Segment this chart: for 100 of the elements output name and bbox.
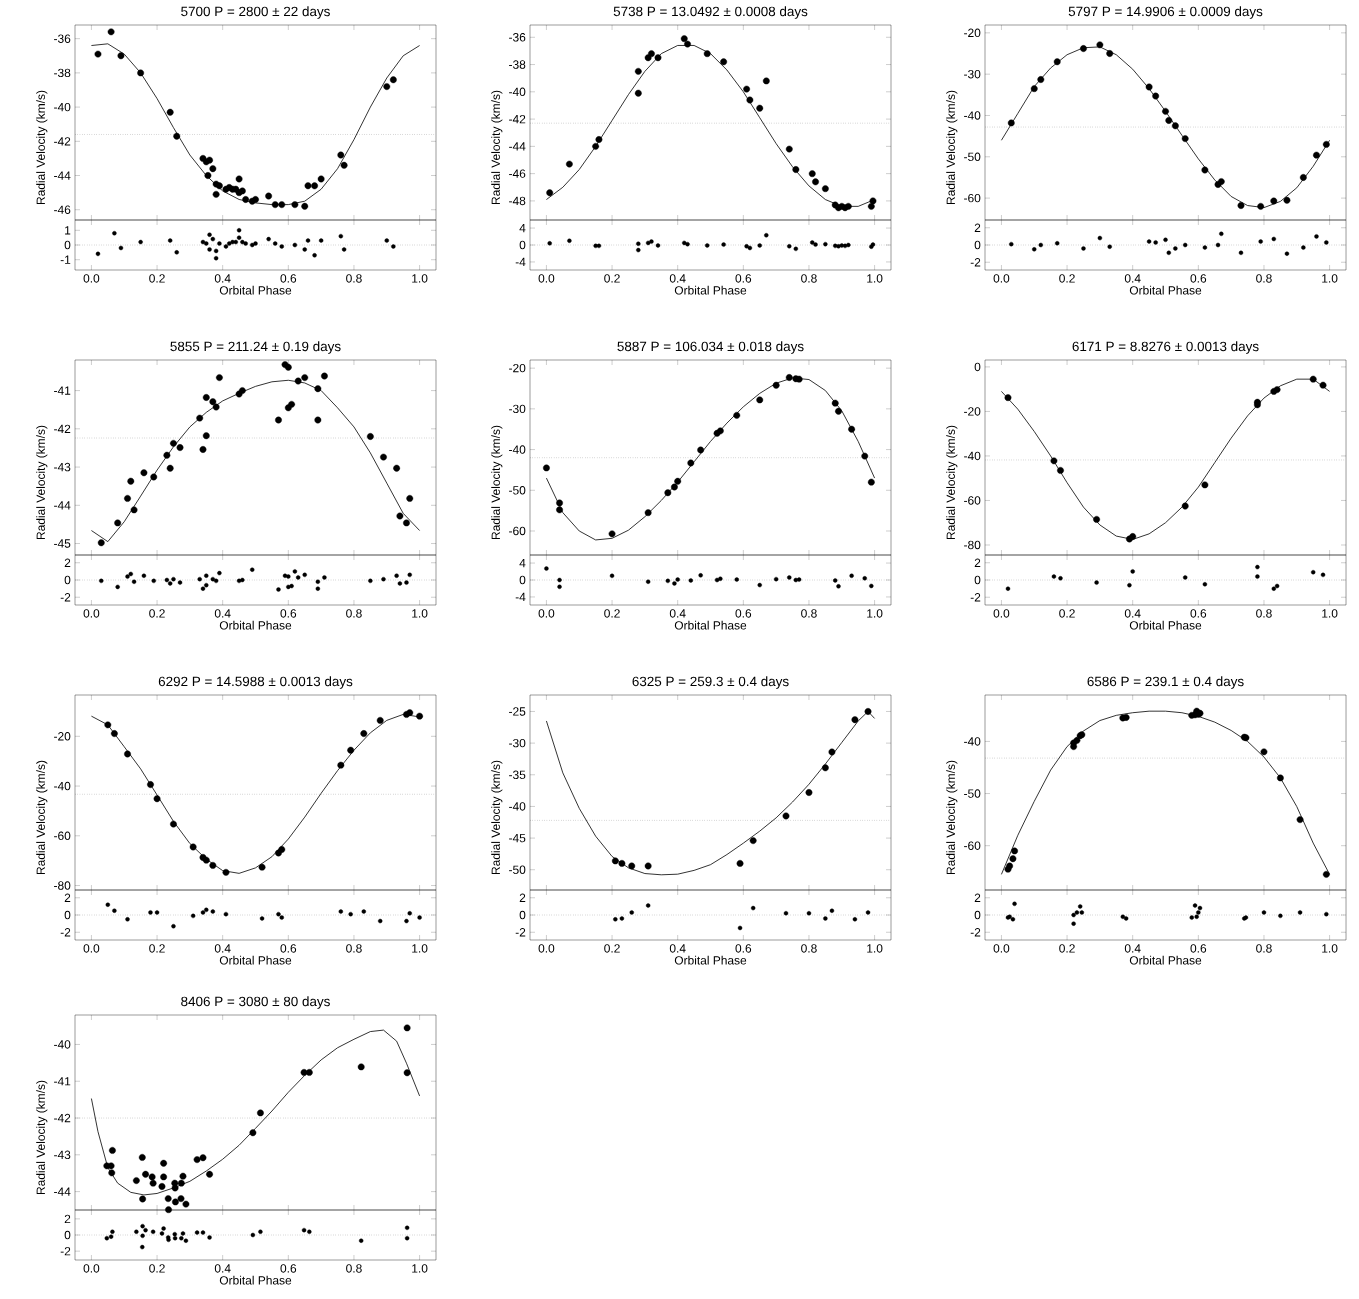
y-tick-label: -46 (509, 169, 526, 178)
x-tick-label: 1.0 (412, 274, 428, 283)
y-tick-label: 0 (519, 575, 526, 585)
x-tick-label: 1.0 (1322, 609, 1338, 618)
x-axis-title: Orbital Phase (674, 620, 747, 630)
y-tick-label: -40 (964, 111, 981, 120)
chart-title: 6292 P = 14.5988 ± 0.0013 days (158, 676, 353, 689)
x-tick-label: 0.4 (214, 274, 231, 283)
x-tick-label: 0.4 (1124, 274, 1141, 283)
y-tick-label: -42 (54, 1113, 71, 1123)
x-tick-label: 0.6 (735, 944, 752, 953)
x-tick-label: 0.0 (993, 944, 1010, 953)
x-tick-label: 0.2 (604, 609, 620, 618)
chart-title: 6171 P = 8.8276 ± 0.0013 days (1072, 341, 1259, 354)
y-axis-title: Radial Velocity (km/s) (36, 425, 48, 539)
chart-title: 5797 P = 14.9906 ± 0.0009 days (1068, 6, 1263, 19)
y-tick-label: -44 (54, 171, 71, 180)
y-axis-title: Radial Velocity (km/s) (491, 90, 503, 204)
y-tick-label: -41 (54, 1077, 71, 1086)
y-tick-label: -40 (509, 87, 526, 97)
y-tick-label: -35 (509, 770, 526, 780)
x-tick-label: 1.0 (412, 944, 428, 953)
y-tick-label: -40 (54, 102, 71, 112)
y-tick-label: -60 (964, 496, 981, 505)
x-tick-label: 0.2 (604, 274, 620, 283)
y-tick-label: -2 (60, 1246, 71, 1256)
y-tick-label: -60 (54, 831, 71, 841)
x-tick-label: 0.6 (280, 274, 297, 283)
y-tick-label: -20 (54, 732, 71, 741)
y-tick-label: -4 (515, 592, 526, 602)
x-axis-title: Orbital Phase (1129, 620, 1202, 630)
y-tick-label: -30 (509, 404, 526, 414)
x-tick-label: 0.2 (149, 274, 165, 283)
x-tick-label: 0.2 (149, 944, 165, 953)
x-tick-label: 0.4 (1124, 944, 1141, 953)
y-axis-title: Radial Velocity (km/s) (36, 1080, 48, 1194)
y-tick-label: 4 (519, 558, 526, 568)
y-tick-label: -42 (54, 424, 71, 433)
x-tick-label: 0.0 (83, 1264, 100, 1273)
x-tick-label: 1.0 (1322, 944, 1338, 953)
y-tick-label: -36 (54, 34, 71, 43)
y-tick-label: 2 (974, 893, 981, 902)
x-tick-label: 0.8 (346, 609, 362, 618)
y-tick-label: -41 (54, 386, 71, 395)
y-tick-label: -46 (54, 205, 71, 214)
chart-title: 6586 P = 239.1 ± 0.4 days (1087, 676, 1244, 689)
y-tick-label: -45 (509, 833, 526, 843)
x-tick-label: 0.4 (669, 274, 686, 283)
x-tick-label: 1.0 (867, 944, 883, 953)
y-tick-label: -80 (964, 540, 981, 550)
x-tick-label: 0.0 (993, 609, 1010, 618)
y-tick-label: -50 (509, 486, 526, 495)
y-tick-label: 0 (64, 240, 71, 250)
y-tick-label: -2 (970, 593, 981, 602)
y-tick-label: -45 (54, 539, 71, 548)
y-tick-label: -50 (964, 152, 981, 162)
x-axis-title: Orbital Phase (219, 620, 292, 630)
y-tick-label: -48 (509, 196, 526, 206)
y-tick-label: -50 (964, 789, 981, 798)
y-tick-label: -43 (54, 462, 71, 472)
x-tick-label: 0.4 (669, 609, 686, 618)
y-tick-label: 4 (519, 223, 526, 233)
x-tick-label: 0.6 (1190, 609, 1207, 618)
chart-title: 5855 P = 211.24 ± 0.19 days (170, 341, 341, 354)
x-tick-label: 0.0 (993, 274, 1010, 283)
x-tick-label: 0.0 (83, 944, 100, 953)
y-tick-label: -20 (509, 363, 526, 373)
y-tick-label: -60 (509, 526, 526, 536)
x-tick-label: 0.8 (346, 1264, 362, 1273)
y-axis-title: Radial Velocity (km/s) (946, 425, 958, 539)
x-tick-label: 0.4 (214, 609, 231, 618)
y-tick-label: -40 (964, 737, 981, 746)
y-axis-title: Radial Velocity (km/s) (36, 90, 48, 204)
x-tick-label: 0.2 (1059, 274, 1075, 283)
x-axis-title: Orbital Phase (1129, 955, 1202, 965)
x-tick-label: 0.6 (1190, 944, 1207, 953)
y-axis-title: Radial Velocity (km/s) (491, 760, 503, 874)
x-tick-label: 1.0 (867, 609, 883, 618)
y-tick-label: -38 (509, 60, 526, 69)
y-tick-label: -40 (54, 1040, 71, 1049)
x-tick-label: 0.6 (1190, 274, 1207, 283)
y-tick-label: -38 (54, 68, 71, 78)
y-tick-label: 2 (64, 893, 71, 902)
x-tick-label: 0.2 (604, 944, 620, 953)
y-tick-label: 0 (519, 240, 526, 250)
x-tick-label: 1.0 (1322, 274, 1338, 283)
y-axis-title: Radial Velocity (km/s) (36, 760, 48, 874)
y-tick-label: 1 (65, 226, 71, 235)
x-tick-label: 1.0 (867, 274, 883, 283)
y-tick-label: -20 (964, 28, 981, 38)
y-tick-label: -25 (509, 707, 526, 716)
x-tick-label: 0.8 (1256, 274, 1272, 283)
y-tick-label: -36 (509, 33, 526, 42)
x-tick-label: 0.0 (538, 609, 555, 618)
y-tick-label: -40 (54, 781, 71, 791)
y-tick-label: -44 (54, 501, 71, 510)
y-tick-label: -42 (509, 114, 526, 124)
x-tick-label: 0.2 (1059, 944, 1075, 953)
chart-title: 5887 P = 106.034 ± 0.018 days (617, 341, 804, 354)
chart-title: 5738 P = 13.0492 ± 0.0008 days (613, 6, 808, 19)
